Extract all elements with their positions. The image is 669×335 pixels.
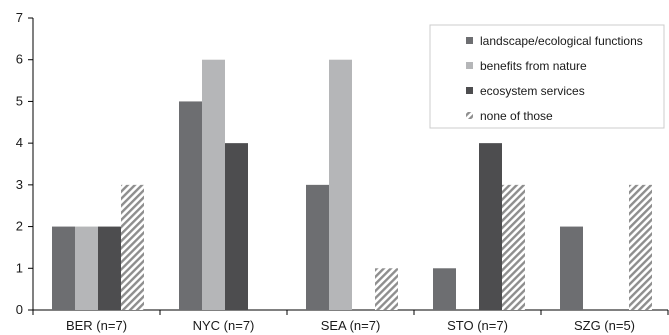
y-tick-label: 7	[16, 10, 23, 25]
legend-label: benefits from nature	[480, 59, 587, 73]
y-tick-label: 4	[16, 135, 23, 150]
bar	[225, 143, 248, 310]
legend-swatch	[466, 87, 473, 94]
bar	[121, 184, 144, 310]
bar	[179, 101, 202, 310]
legend: landscape/ecological functions benefits f…	[429, 24, 665, 129]
bars	[52, 59, 652, 310]
bar	[202, 59, 225, 310]
y-tick-label: 0	[16, 302, 23, 317]
y-tick-label: 6	[16, 52, 23, 67]
x-category-label: STO (n=7)	[447, 318, 508, 333]
legend-swatch	[466, 62, 473, 69]
bar	[329, 59, 352, 310]
bar	[433, 268, 456, 310]
bar	[560, 226, 583, 310]
y-tick-label: 2	[16, 219, 23, 234]
x-category-label: SEA (n=7)	[321, 318, 381, 333]
legend-label: landscape/ecological functions	[480, 34, 643, 48]
legend-swatch	[466, 37, 473, 44]
legend-label: none of those	[480, 109, 553, 123]
y-tick-label: 3	[16, 177, 23, 192]
x-category-label: NYC (n=7)	[193, 318, 255, 333]
bar	[98, 226, 121, 310]
bar	[306, 184, 329, 310]
y-tick-label: 5	[16, 93, 23, 108]
bar	[502, 184, 525, 310]
bar	[629, 184, 652, 310]
legend-label: ecosystem services	[480, 84, 585, 98]
bar	[479, 143, 502, 310]
bar	[375, 268, 398, 310]
x-category-label: SZG (n=5)	[574, 318, 635, 333]
bar	[75, 226, 98, 310]
bar	[52, 226, 75, 310]
x-category-label: BER (n=7)	[66, 318, 127, 333]
y-tick-label: 1	[16, 260, 23, 275]
legend-swatch	[466, 112, 473, 119]
